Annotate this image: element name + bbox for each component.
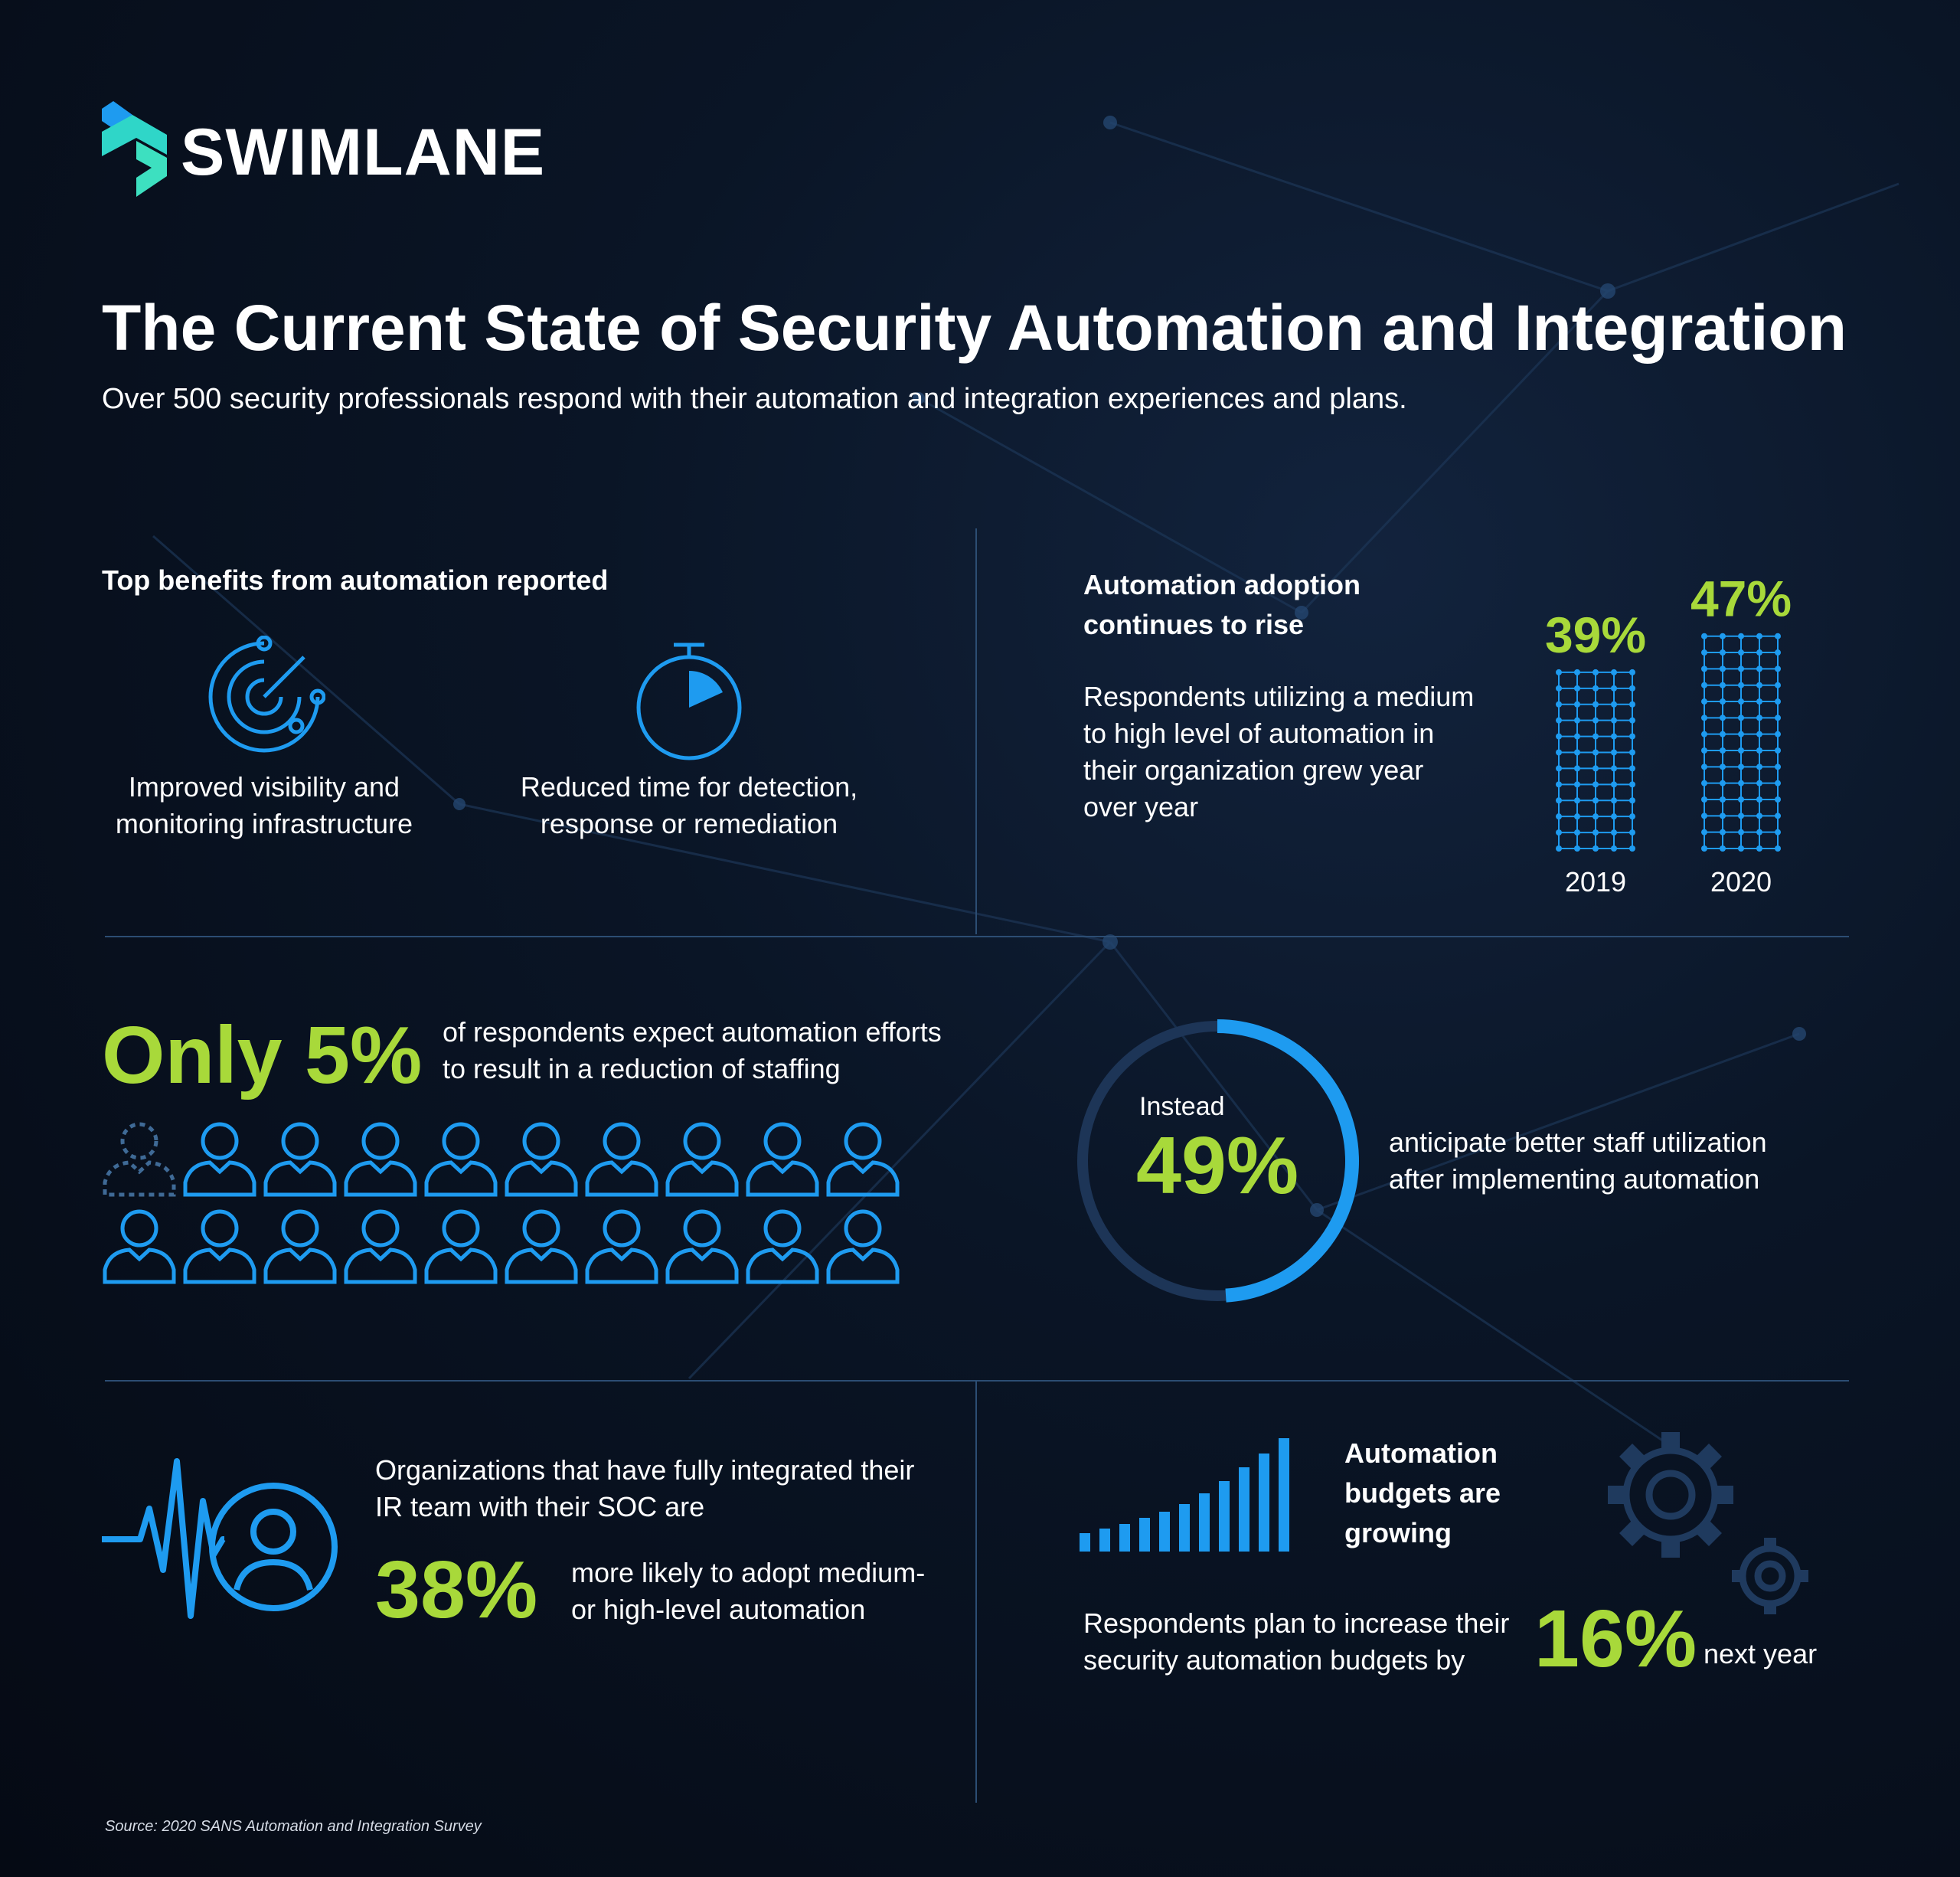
gears-icon xyxy=(1608,1432,1808,1614)
benefit-visibility-label: Improved visibility and monitoring infra… xyxy=(77,769,452,842)
person-icon xyxy=(746,1209,819,1284)
budgets-heading-line1: Automation xyxy=(1344,1437,1498,1469)
adoption-heading: Automation adoption continues to rise xyxy=(1083,565,1361,645)
adoption-year-label-2019: 2019 xyxy=(1565,866,1626,898)
adoption-value-label-2020: 47% xyxy=(1690,571,1792,627)
person-icon xyxy=(826,1209,900,1284)
person-icon xyxy=(665,1122,739,1197)
page-subtitle: Over 500 security professionals respond … xyxy=(102,383,1407,415)
utilization-ring-fill xyxy=(1217,1019,1359,1303)
page-title: The Current State of Security Automation… xyxy=(102,292,1847,364)
swimlane-logo-icon xyxy=(102,101,167,197)
brand-name: SWIMLANE xyxy=(181,116,546,189)
staffing-text-line2: to result in a reduction of staffing xyxy=(443,1053,841,1084)
divider-vertical-bottom xyxy=(975,1382,977,1803)
integration-text2-line1: more likely to adopt medium- xyxy=(571,1557,926,1588)
person-icon xyxy=(344,1209,417,1284)
staffing-highlight: Only 5% xyxy=(102,1010,423,1100)
budgets-text-line2: security automation budgets by xyxy=(1083,1644,1465,1676)
source-note: Source: 2020 SANS Automation and Integra… xyxy=(105,1818,482,1835)
heartbeat-person-icon xyxy=(102,1458,338,1619)
integration-text-line1: Organizations that have fully integrated… xyxy=(375,1454,915,1486)
adoption-text-line1: Respondents utilizing a medium xyxy=(1083,681,1475,712)
adoption-chart: 39% 2019 47% 2020 xyxy=(1545,571,1792,898)
benefit-time-line1: Reduced time for detection, xyxy=(520,771,858,803)
utilization-ring xyxy=(1077,1019,1359,1303)
benefit-visibility-line2: monitoring infrastructure xyxy=(115,808,413,839)
adoption-bar-2020 xyxy=(1701,633,1781,852)
integration-text2-line2: or high-level automation xyxy=(571,1594,866,1625)
person-icon xyxy=(585,1209,658,1284)
person-icon-removed xyxy=(103,1122,176,1197)
adoption-heading-line2: continues to rise xyxy=(1083,609,1305,640)
budgets-text-line1: Respondents plan to increase their xyxy=(1083,1607,1510,1639)
divider-horizontal-1 xyxy=(105,936,1849,937)
person-icon xyxy=(424,1209,498,1284)
person-icon xyxy=(263,1209,337,1284)
adoption-bar-2019 xyxy=(1556,669,1635,852)
person-icon xyxy=(505,1209,578,1284)
benefit-time-label: Reduced time for detection, response or … xyxy=(490,769,888,842)
adoption-text-line2: to high level of automation in xyxy=(1083,718,1435,749)
person-icon xyxy=(505,1122,578,1197)
utilization-value: 49% xyxy=(1136,1120,1299,1211)
adoption-heading-line1: Automation adoption xyxy=(1083,569,1361,600)
person-icon xyxy=(183,1209,256,1284)
staffing-description: of respondents expect automation efforts… xyxy=(443,1014,942,1087)
person-icon xyxy=(746,1122,819,1197)
budgets-description: Respondents plan to increase their secur… xyxy=(1083,1605,1509,1679)
budgets-suffix: next year xyxy=(1704,1638,1818,1669)
person-icon xyxy=(665,1209,739,1284)
person-icon xyxy=(344,1122,417,1197)
utilization-text-line1: anticipate better staff utilization xyxy=(1389,1127,1767,1158)
integration-description: Organizations that have fully integrated… xyxy=(375,1452,914,1525)
person-icon xyxy=(424,1122,498,1197)
adoption-text-line4: over year xyxy=(1083,791,1199,822)
integration-outcome: more likely to adopt medium- or high-lev… xyxy=(571,1555,925,1628)
integration-value: 38% xyxy=(375,1545,538,1635)
person-icon xyxy=(263,1122,337,1197)
people-grid xyxy=(103,1122,900,1284)
utilization-description: anticipate better staff utilization afte… xyxy=(1389,1124,1767,1198)
benefit-visibility-line1: Improved visibility and xyxy=(128,771,400,803)
benefit-time-line2: response or remediation xyxy=(540,808,838,839)
integration-text-line2: IR team with their SOC are xyxy=(375,1491,705,1522)
utilization-instead-label: Instead xyxy=(1139,1092,1225,1121)
budgets-heading: Automation budgets are growing xyxy=(1344,1434,1501,1553)
adoption-text-line3: their organization grew year xyxy=(1083,754,1424,786)
adoption-value-label-2019: 39% xyxy=(1545,607,1646,663)
person-icon xyxy=(103,1209,176,1284)
benefits-heading: Top benefits from automation reported xyxy=(102,564,609,596)
budgets-heading-line3: growing xyxy=(1344,1517,1452,1548)
staffing-text-line1: of respondents expect automation efforts xyxy=(443,1016,942,1048)
radar-icon xyxy=(208,636,325,753)
stopwatch-icon xyxy=(636,643,742,760)
person-icon xyxy=(183,1122,256,1197)
budgets-heading-line2: budgets are xyxy=(1344,1477,1501,1509)
budgets-value: 16% xyxy=(1534,1594,1697,1684)
growing-bars-icon xyxy=(1080,1438,1289,1552)
person-icon xyxy=(585,1122,658,1197)
adoption-year-label-2020: 2020 xyxy=(1710,866,1772,898)
divider-vertical-top xyxy=(975,528,977,934)
utilization-text-line2: after implementing automation xyxy=(1389,1163,1760,1195)
adoption-description: Respondents utilizing a medium to high l… xyxy=(1083,679,1497,826)
person-icon xyxy=(826,1122,900,1197)
divider-horizontal-2 xyxy=(105,1380,1849,1382)
